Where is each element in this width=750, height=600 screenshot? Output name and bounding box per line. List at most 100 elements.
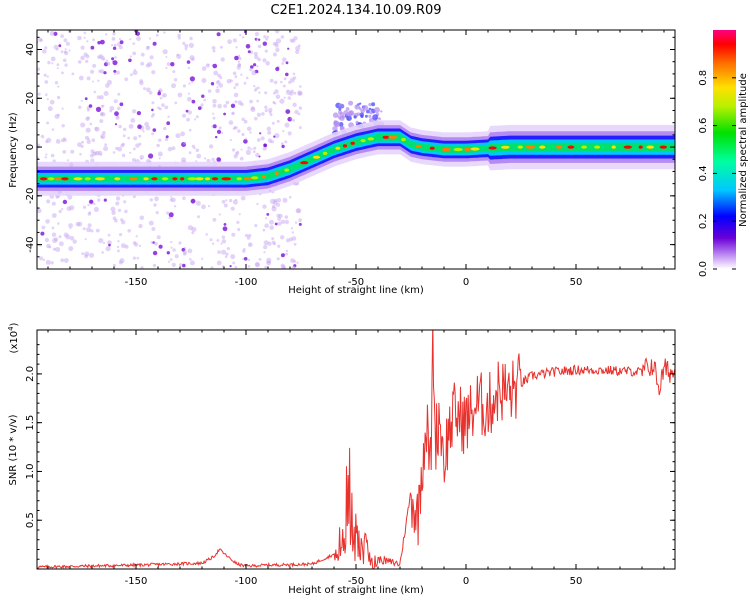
- snr-y-tick-label: 0.5: [25, 512, 36, 528]
- spectrogram-noise-cell: [201, 257, 204, 260]
- spectrogram-noise-cell: [100, 39, 105, 45]
- spectrogram-noise-cell: [54, 81, 59, 85]
- spectrogram-noise-cell: [92, 63, 97, 68]
- spectrogram-noise-cell: [284, 215, 289, 219]
- spectrogram-noise-cell: [256, 65, 259, 68]
- spectrogram-noise-cell: [103, 71, 107, 75]
- spectrogram-noise-cell: [230, 103, 236, 109]
- spectrogram-ridge-peak: [73, 177, 83, 181]
- spectrogram-noise-cell: [248, 233, 252, 238]
- spectrogram-ridge-peak: [284, 168, 290, 172]
- spectrogram-noise-cell: [65, 41, 70, 46]
- spectrogram-noise-cell: [203, 98, 206, 102]
- spectrogram-noise-cell: [85, 127, 91, 133]
- spectrogram-ridge-peak: [415, 144, 422, 148]
- spectrogram-noise-cell: [184, 44, 189, 48]
- spectrogram-noise-cell: [232, 148, 236, 152]
- spectrogram-noise-cell: [233, 92, 239, 98]
- spectrogram-noise-cell: [359, 102, 362, 105]
- spectrogram-noise-cell: [77, 60, 82, 64]
- spectrogram-noise-cell: [40, 231, 45, 236]
- spectrogram-noise-cell: [240, 148, 243, 151]
- spectrogram-noise-cell: [348, 100, 354, 106]
- spectrogram-noise-cell: [62, 58, 67, 63]
- spectrogram-noise-cell: [169, 198, 173, 202]
- spectrogram-noise-cell: [281, 264, 286, 269]
- spectrogram-noise-cell: [115, 201, 120, 206]
- spectrogram-noise-cell: [189, 76, 195, 82]
- spectrogram-noise-cell: [275, 38, 282, 44]
- spectrogram-noise-cell: [60, 50, 64, 54]
- spectrogram-noise-cell: [111, 44, 114, 47]
- spectrogram-noise-cell: [272, 101, 275, 104]
- spectrogram-noise-cell: [237, 60, 241, 63]
- spectrogram-noise-cell: [102, 131, 106, 135]
- spectrogram-noise-cell: [55, 194, 60, 199]
- spectrogram-noise-cell: [166, 121, 171, 126]
- spectrogram-noise-cell: [52, 247, 57, 251]
- spectrogram-noise-cell: [285, 109, 291, 114]
- spectrogram-noise-cell: [245, 44, 251, 49]
- spectrogram-ridge-peak: [187, 177, 197, 181]
- spectrogram-noise-cell: [180, 131, 186, 137]
- spectrogram-noise-cell: [66, 159, 69, 162]
- spectrogram-noise-cell: [276, 119, 280, 123]
- spectrogram-ridge-peak: [151, 177, 158, 181]
- spectrogram-noise-cell: [128, 124, 134, 129]
- spectrogram-noise-cell: [58, 44, 62, 48]
- spectrogram-noise-cell: [37, 208, 42, 214]
- spectrogram-noise-cell: [378, 117, 381, 121]
- spectrogram-noise-cell: [89, 199, 94, 204]
- spectrogram-noise-cell: [236, 65, 241, 70]
- spectrogram-noise-cell: [211, 242, 215, 245]
- spectrogram-ridge-peak: [453, 147, 463, 152]
- spectrogram-noise-cell: [100, 56, 105, 61]
- spectrogram-noise-cell: [234, 198, 237, 201]
- spectrogram-noise-cell: [265, 61, 271, 66]
- spectrogram-noise-cell: [193, 118, 197, 121]
- spectrogram-noise-cell: [60, 258, 65, 263]
- spectrogram-noise-cell: [253, 150, 256, 153]
- spectrogram-noise-cell: [281, 144, 285, 149]
- spectrogram-noise-cell: [215, 135, 218, 139]
- spectrogram-noise-cell: [39, 38, 43, 42]
- spectrogram-noise-cell: [285, 89, 291, 95]
- spectrogram-noise-cell: [241, 36, 245, 39]
- spectrogram-noise-cell: [133, 147, 136, 151]
- spectrogram-noise-cell: [334, 121, 341, 128]
- spectrogram-noise-cell: [132, 51, 137, 56]
- spectrogram-noise-cell: [212, 217, 217, 222]
- spectrogram-noise-cell: [231, 232, 236, 237]
- spectrogram-ridge-peak: [659, 145, 667, 149]
- spectrogram-noise-cell: [362, 105, 369, 111]
- spectrogram-noise-cell: [86, 116, 90, 120]
- spectrogram-noise-cell: [232, 38, 237, 43]
- spectrogram-noise-cell: [50, 56, 56, 62]
- spectrogram-ridge-peak: [638, 145, 643, 149]
- spectrogram-noise-cell: [217, 250, 222, 255]
- spectrogram-noise-cell: [247, 146, 251, 150]
- spectrogram-ridge-peak: [488, 146, 497, 150]
- spectrogram-noise-cell: [221, 249, 227, 255]
- spectrogram-noise-cell: [263, 143, 267, 147]
- spectrogram-noise-cell: [157, 151, 163, 157]
- spectrogram-noise-cell: [291, 236, 297, 241]
- spectrogram-noise-cell: [87, 109, 90, 112]
- spectrogram-noise-cell: [118, 38, 122, 41]
- spectrogram-noise-cell: [216, 32, 221, 37]
- spectrogram-noise-cell: [93, 206, 99, 212]
- spectrogram-noise-cell: [271, 204, 276, 209]
- spectrogram-noise-cell: [95, 106, 102, 112]
- spectrogram-noise-cell: [111, 210, 116, 215]
- spectrogram-noise-cell: [298, 218, 302, 223]
- spectrogram-noise-cell: [42, 258, 46, 261]
- spectrogram-noise-cell: [211, 46, 216, 50]
- spectrogram-noise-cell: [292, 102, 297, 108]
- spectrogram-noise-cell: [368, 114, 372, 118]
- spectrogram-noise-cell: [262, 58, 267, 63]
- spectrogram-ridge-peak: [441, 147, 452, 152]
- spectrogram-noise-cell: [290, 258, 295, 263]
- spectrogram-noise-cell: [235, 152, 239, 156]
- spectrogram-xlabel: Height of straight line (km): [288, 285, 424, 296]
- spectrogram-ridge-peak: [401, 138, 406, 142]
